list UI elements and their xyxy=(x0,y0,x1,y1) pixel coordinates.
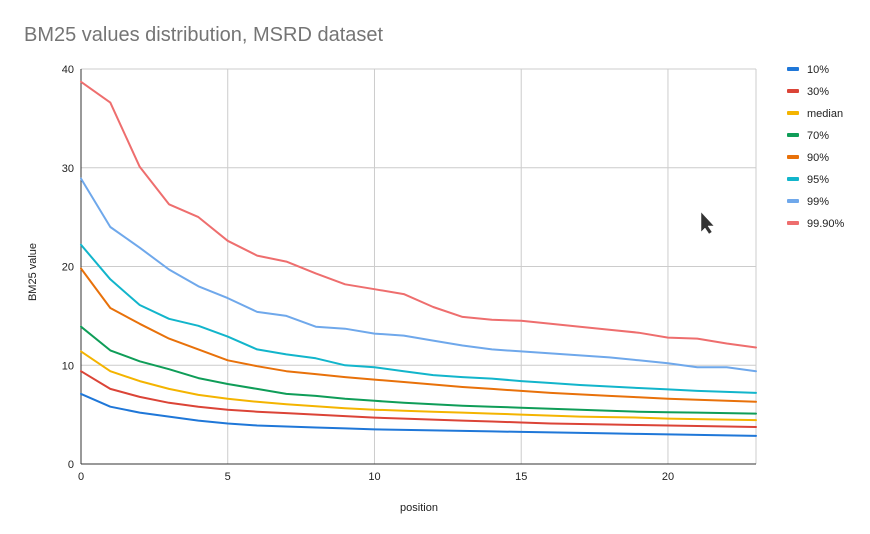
series-line-99 xyxy=(80,177,757,373)
y-axis-title: BM25 value xyxy=(27,243,39,301)
series-line-95 xyxy=(80,243,757,394)
series-line-99-90 xyxy=(80,80,757,349)
legend-swatch xyxy=(787,155,799,159)
x-tick-label: 15 xyxy=(515,471,527,483)
y-tick-label: 40 xyxy=(62,64,74,76)
legend-swatch xyxy=(787,199,799,203)
legend-label: 99% xyxy=(807,196,829,208)
legend-label: 70% xyxy=(807,130,829,142)
y-tick-label: 10 xyxy=(62,360,74,372)
legend-swatch xyxy=(787,133,799,137)
grid xyxy=(81,68,757,464)
legend-label: 30% xyxy=(807,86,829,98)
legend-swatch xyxy=(787,89,799,93)
x-axis-title: position xyxy=(400,502,438,514)
y-tick-label: 20 xyxy=(62,262,74,274)
legend-label: 10% xyxy=(807,64,829,76)
x-tick-label: 10 xyxy=(368,471,380,483)
series-line-70 xyxy=(80,325,757,415)
series-lines xyxy=(80,80,757,437)
legend-swatch xyxy=(787,221,799,225)
legend-label: median xyxy=(807,108,843,120)
x-tick-label: 5 xyxy=(225,471,231,483)
y-tick-label: 30 xyxy=(62,163,74,175)
series-line-median xyxy=(80,350,757,422)
series-line-90 xyxy=(80,267,757,403)
x-tick-label: 0 xyxy=(78,471,84,483)
axes: 0 10 20 30 40 0 5 10 15 20 xyxy=(62,64,756,483)
y-tick-label: 0 xyxy=(68,459,74,471)
legend-label: 90% xyxy=(807,152,829,164)
legend-swatch xyxy=(787,177,799,181)
x-tick-label: 20 xyxy=(662,471,674,483)
legend-swatch xyxy=(787,67,799,71)
series-line-30 xyxy=(80,370,757,428)
legend-label: 95% xyxy=(807,174,829,186)
legend-swatch xyxy=(787,111,799,115)
series-line-10 xyxy=(80,392,757,437)
chart-title: BM25 values distribution, MSRD dataset xyxy=(24,24,383,46)
legend: 10% 30% median 70% 90% 95% 99% 99.90% xyxy=(787,64,845,230)
legend-label: 99.90% xyxy=(807,218,845,230)
cursor-icon xyxy=(700,211,715,235)
